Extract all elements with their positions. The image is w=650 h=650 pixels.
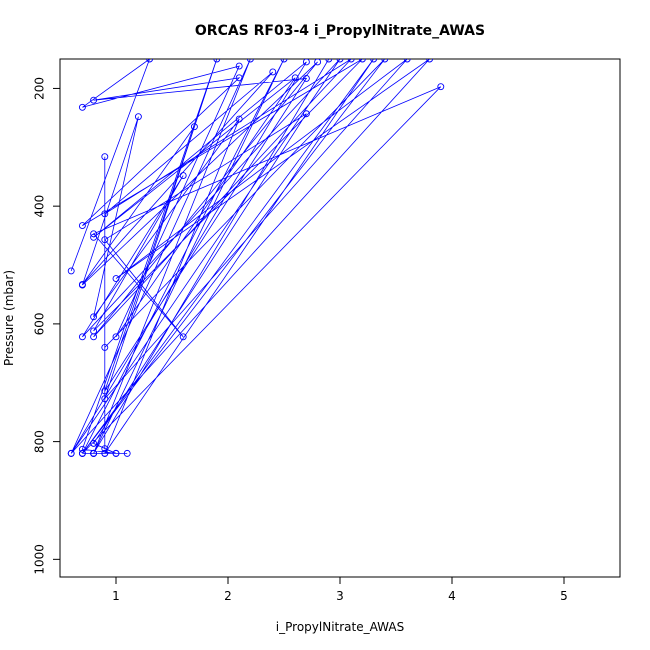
x-tick-label-1: 2 (224, 589, 232, 603)
data-point-61 (101, 449, 109, 457)
data-point-22 (101, 210, 109, 218)
data-point-16 (90, 96, 98, 104)
data-point-41 (213, 59, 221, 63)
series-line-0 (70, 59, 442, 454)
data-point-5 (291, 74, 299, 82)
data-point-26 (78, 281, 86, 289)
y-tick-label-3: 800 (33, 430, 47, 453)
data-point-57 (112, 449, 120, 457)
data-point-62 (78, 449, 86, 457)
data-point-44 (112, 275, 120, 283)
data-point-24 (90, 333, 98, 341)
data-point-3 (235, 62, 243, 70)
data-point-0 (67, 267, 75, 275)
data-point-17 (302, 74, 310, 82)
data-point-46 (67, 449, 75, 457)
plot-frame (59, 58, 621, 578)
x-tick-label-3: 4 (448, 589, 456, 603)
data-point-42 (101, 395, 109, 403)
data-point-7 (302, 59, 310, 66)
data-point-51 (280, 59, 288, 63)
data-point-38 (90, 439, 98, 447)
data-point-11 (179, 172, 187, 180)
data-point-49 (325, 59, 333, 63)
data-point-1 (146, 59, 154, 63)
data-point-25 (314, 59, 322, 66)
data-point-40 (78, 445, 86, 453)
data-point-27 (134, 113, 142, 121)
x-tick-label-2: 3 (336, 589, 344, 603)
data-point-33 (437, 83, 445, 91)
data-point-13 (358, 59, 366, 63)
data-point-59 (123, 449, 131, 457)
y-axis-label: Pressure (mbar) (2, 270, 16, 366)
data-point-4 (112, 333, 120, 341)
data-point-2 (78, 103, 86, 111)
data-point-37 (302, 110, 310, 118)
y-tick-label-2: 600 (33, 312, 47, 335)
data-point-56 (101, 445, 109, 453)
data-point-31 (370, 59, 378, 63)
data-point-45 (426, 59, 434, 63)
x-tick-label-0: 1 (112, 589, 120, 603)
data-point-21 (269, 68, 277, 76)
data-point-14 (78, 222, 86, 230)
data-point-29 (235, 115, 243, 123)
data-point-10 (78, 333, 86, 341)
y-axis: 200 400 600 800 1000 (33, 77, 60, 575)
data-point-18 (101, 387, 109, 395)
data-point-28 (90, 313, 98, 321)
y-tick-label-1: 400 (33, 195, 47, 218)
data-point-53 (381, 59, 389, 63)
y-tick-label-0: 200 (33, 77, 47, 100)
x-axis: 1 2 3 4 5 (112, 577, 568, 603)
data-point-15 (235, 74, 243, 82)
data-point-54 (101, 343, 109, 351)
chart-title: ORCAS RF03-4 i_PropylNitrate_AWAS (195, 23, 485, 39)
x-tick-label-4: 5 (560, 589, 568, 603)
data-point-60 (90, 449, 98, 457)
data-point-19 (190, 123, 198, 131)
data-point-34 (90, 230, 98, 238)
data-point-9 (336, 59, 344, 63)
x-axis-label: i_PropylNitrate_AWAS (276, 620, 404, 634)
data-point-36 (101, 236, 109, 244)
data-point-23 (347, 59, 355, 63)
data-point-43 (403, 59, 411, 63)
data-point-47 (246, 59, 254, 63)
series-layer (67, 59, 445, 457)
data-point-35 (179, 333, 187, 341)
y-tick-label-4: 1000 (33, 544, 47, 575)
data-point-6 (90, 233, 98, 241)
data-point-55 (101, 153, 109, 161)
